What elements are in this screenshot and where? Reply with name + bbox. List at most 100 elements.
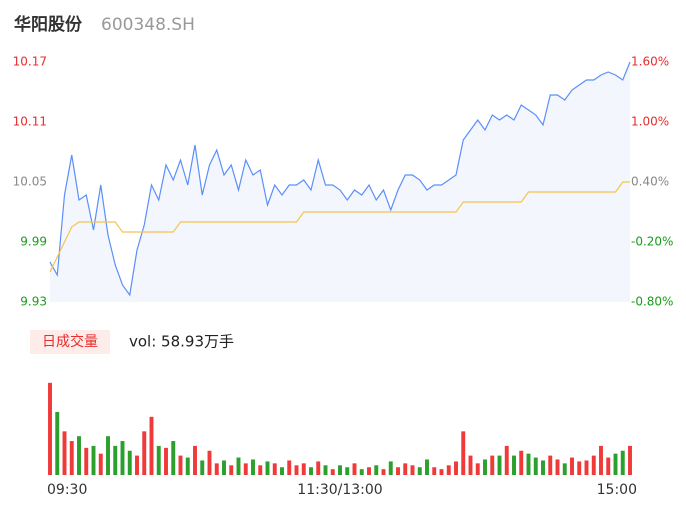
- volume-bar: [439, 469, 444, 475]
- volume-bar: [475, 463, 480, 475]
- y2-tick-label: -0.20%: [631, 235, 673, 249]
- volume-bar: [280, 467, 284, 475]
- volume-bar: [548, 455, 553, 475]
- volume-bar: [171, 441, 176, 475]
- volume-bar: [229, 465, 234, 475]
- volume-bar: [265, 461, 270, 475]
- volume-bar: [135, 455, 139, 475]
- volume-bar: [613, 453, 618, 475]
- volume-bar: [483, 459, 487, 475]
- y-tick-label: 10.17: [13, 55, 47, 69]
- volume-bar: [200, 460, 205, 475]
- volume-bar: [106, 436, 110, 475]
- volume-bar: [388, 461, 393, 475]
- x-tick-label: 11:30/13:00: [297, 482, 382, 498]
- volume-bar: [222, 460, 226, 475]
- volume-bar: [591, 455, 596, 475]
- stock-name: 华阳股份: [14, 14, 83, 35]
- volume-bar: [142, 431, 147, 475]
- line-1: [49, 181, 630, 273]
- volume-bar: [381, 469, 386, 475]
- volume-bar: [193, 445, 197, 475]
- volume-bar: [294, 465, 299, 475]
- volume-bar: [628, 445, 632, 475]
- volume-bar: [526, 453, 531, 475]
- volume-bar: [562, 463, 567, 475]
- volume-bar: [69, 441, 74, 475]
- x-tick-label: 09:30: [47, 482, 87, 498]
- volume-bar: [55, 411, 60, 475]
- volume-bar: [178, 455, 183, 475]
- volume-button-label[interactable]: 日成交量: [42, 333, 98, 350]
- volume-bar: [599, 445, 603, 475]
- volume-bar: [330, 469, 335, 475]
- volume-bar: [446, 465, 451, 475]
- volume-bar: [127, 450, 132, 475]
- volume-bar: [454, 461, 458, 475]
- volume-bar: [432, 467, 437, 475]
- volume-bar: [577, 461, 582, 475]
- volume-label: vol: 58.93万手: [129, 333, 234, 351]
- y2-tick-label: -0.80%: [631, 295, 673, 309]
- volume-bar: [497, 455, 502, 475]
- volume-bar: [301, 463, 306, 475]
- volume-bar: [316, 461, 321, 475]
- volume-bar: [352, 463, 357, 475]
- volume-bar: [272, 463, 277, 475]
- volume-bar: [62, 431, 67, 475]
- y-tick-label: 9.93: [20, 295, 47, 309]
- line-0: [49, 61, 631, 297]
- stock-code: 600348.SH: [101, 15, 195, 35]
- volume-bar: [251, 459, 255, 475]
- volume-bar: [403, 463, 408, 475]
- y2-tick-label: 1.00%: [631, 115, 669, 129]
- volume-bar: [84, 447, 89, 475]
- y-tick-label: 10.11: [13, 115, 47, 129]
- volume-bar: [91, 445, 96, 475]
- volume-button[interactable]: [30, 330, 110, 354]
- volume-bar: [533, 457, 538, 475]
- volume-bar: [584, 460, 589, 475]
- volume-bar: [113, 445, 118, 475]
- volume-bar: [396, 467, 400, 475]
- volume-bar: [374, 465, 379, 475]
- volume-bar: [512, 455, 516, 475]
- volume-bar: [417, 467, 422, 475]
- volume-bar: [323, 465, 328, 475]
- volume-bar: [309, 467, 313, 475]
- volume-bar: [243, 463, 248, 475]
- price-area: [50, 62, 630, 302]
- y-tick-label: 10.05: [13, 175, 47, 189]
- volume-bar: [490, 455, 495, 475]
- volume-bar: [77, 436, 81, 475]
- volume-bar: [338, 465, 342, 475]
- volume-bar: [149, 416, 154, 475]
- volume-bar: [541, 460, 545, 475]
- volume-bar: [468, 455, 473, 475]
- volume-bar: [620, 450, 625, 475]
- volume-bar: [425, 459, 429, 475]
- y2-tick-label: 1.60%: [631, 55, 669, 69]
- volume-bar: [258, 465, 263, 475]
- volume-bar: [606, 457, 611, 475]
- volume-bar: [461, 431, 466, 475]
- volume-bar: [504, 445, 509, 475]
- volume-bar: [410, 465, 415, 475]
- volume-bar: [236, 457, 241, 475]
- y2-tick-label: 0.40%: [631, 175, 669, 189]
- volume-bar: [164, 447, 168, 475]
- volume-bar: [345, 467, 350, 475]
- y-tick-label: 9.99: [20, 235, 47, 249]
- volume-bar: [48, 382, 52, 475]
- volume-bar: [98, 453, 103, 475]
- volume-bar: [555, 459, 560, 475]
- volume-bar: [287, 460, 292, 475]
- volume-bar: [570, 457, 574, 475]
- volume-bar: [519, 450, 524, 475]
- volume-bar: [214, 463, 219, 475]
- volume-bar: [207, 450, 212, 475]
- x-tick-label: 15:00: [597, 482, 637, 498]
- volume-bar: [156, 445, 161, 475]
- volume-bar: [120, 441, 125, 475]
